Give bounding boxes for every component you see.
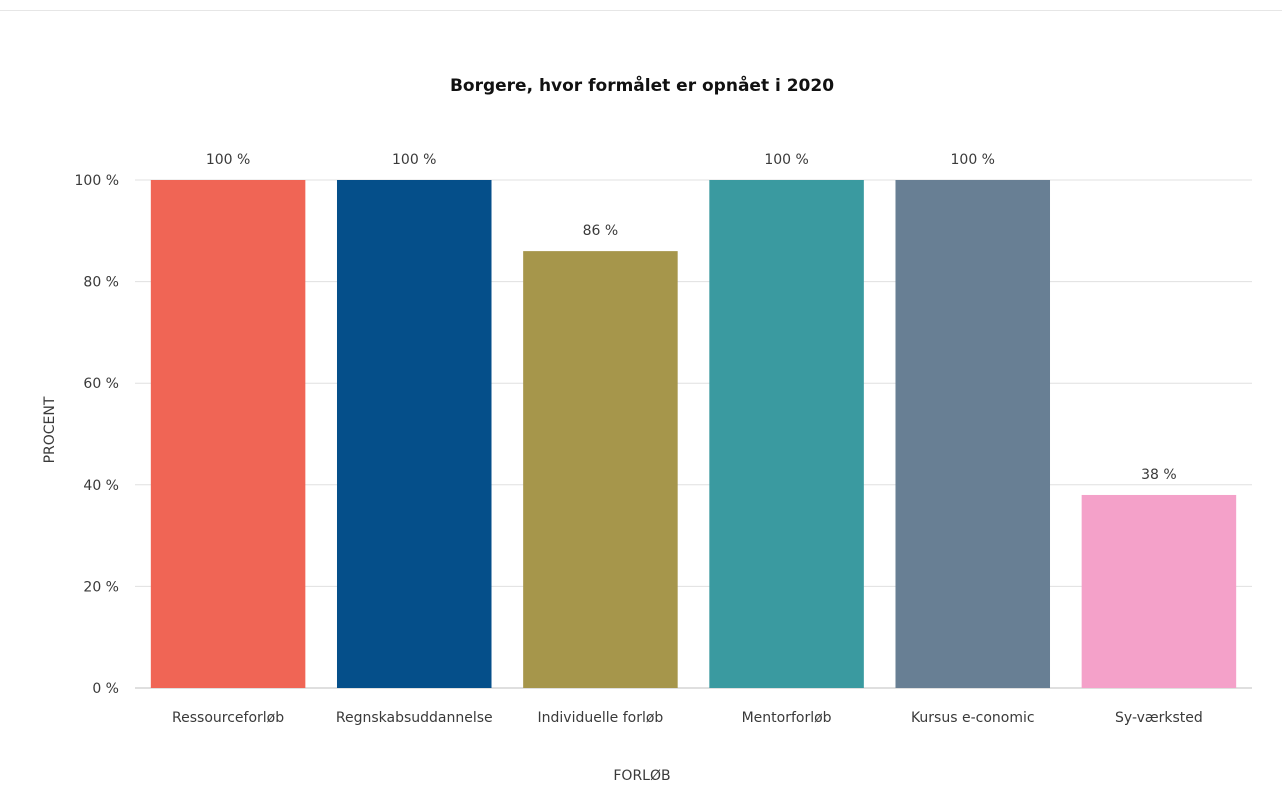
- y-tick-label: 80 %: [83, 275, 119, 291]
- top-divider: [0, 10, 1282, 11]
- bar: [895, 180, 1051, 688]
- chart-title: Borgere, hvor formålet er opnået i 2020: [450, 74, 834, 96]
- bar: [150, 180, 306, 688]
- bar: [336, 180, 492, 688]
- bar-value-label: 38 %: [1141, 467, 1177, 483]
- x-tick-label: Mentorforløb: [742, 710, 832, 726]
- bars: [150, 180, 1237, 688]
- x-tick-label: Kursus e-conomic: [911, 710, 1035, 726]
- x-axis-title: FORLØB: [613, 768, 670, 784]
- y-tick-label: 100 %: [75, 173, 119, 189]
- x-tick-label: Individuelle forløb: [538, 710, 664, 726]
- y-tick-label: 20 %: [83, 579, 119, 595]
- bar: [709, 180, 864, 688]
- data-labels: 100 % 100 % 86 % 100 % 100 % 38 %: [206, 152, 1177, 483]
- bar-value-label: 100 %: [951, 152, 995, 168]
- x-tick-label: Sy-værksted: [1115, 710, 1203, 726]
- bar: [523, 251, 678, 688]
- bar-value-label: 86 %: [583, 223, 619, 239]
- x-tick-label: Ressourceforløb: [172, 710, 284, 726]
- y-axis-title: PROCENT: [42, 396, 58, 463]
- y-tick-label: 40 %: [83, 478, 119, 494]
- y-tick-label: 60 %: [83, 376, 119, 392]
- bar-value-label: 100 %: [206, 152, 250, 168]
- bar-value-label: 100 %: [392, 152, 436, 168]
- x-tick-label: Regnskabsuddannelse: [336, 710, 493, 726]
- bar: [1081, 494, 1237, 688]
- x-axis-ticks: Ressourceforløb Regnskabsuddannelse Indivi…: [172, 710, 1203, 726]
- gridlines: [135, 179, 1252, 689]
- y-axis-ticks: 0 % 20 % 40 % 60 % 80 % 100 %: [75, 173, 119, 697]
- bar-value-label: 100 %: [764, 152, 808, 168]
- y-tick-label: 0 %: [92, 681, 119, 697]
